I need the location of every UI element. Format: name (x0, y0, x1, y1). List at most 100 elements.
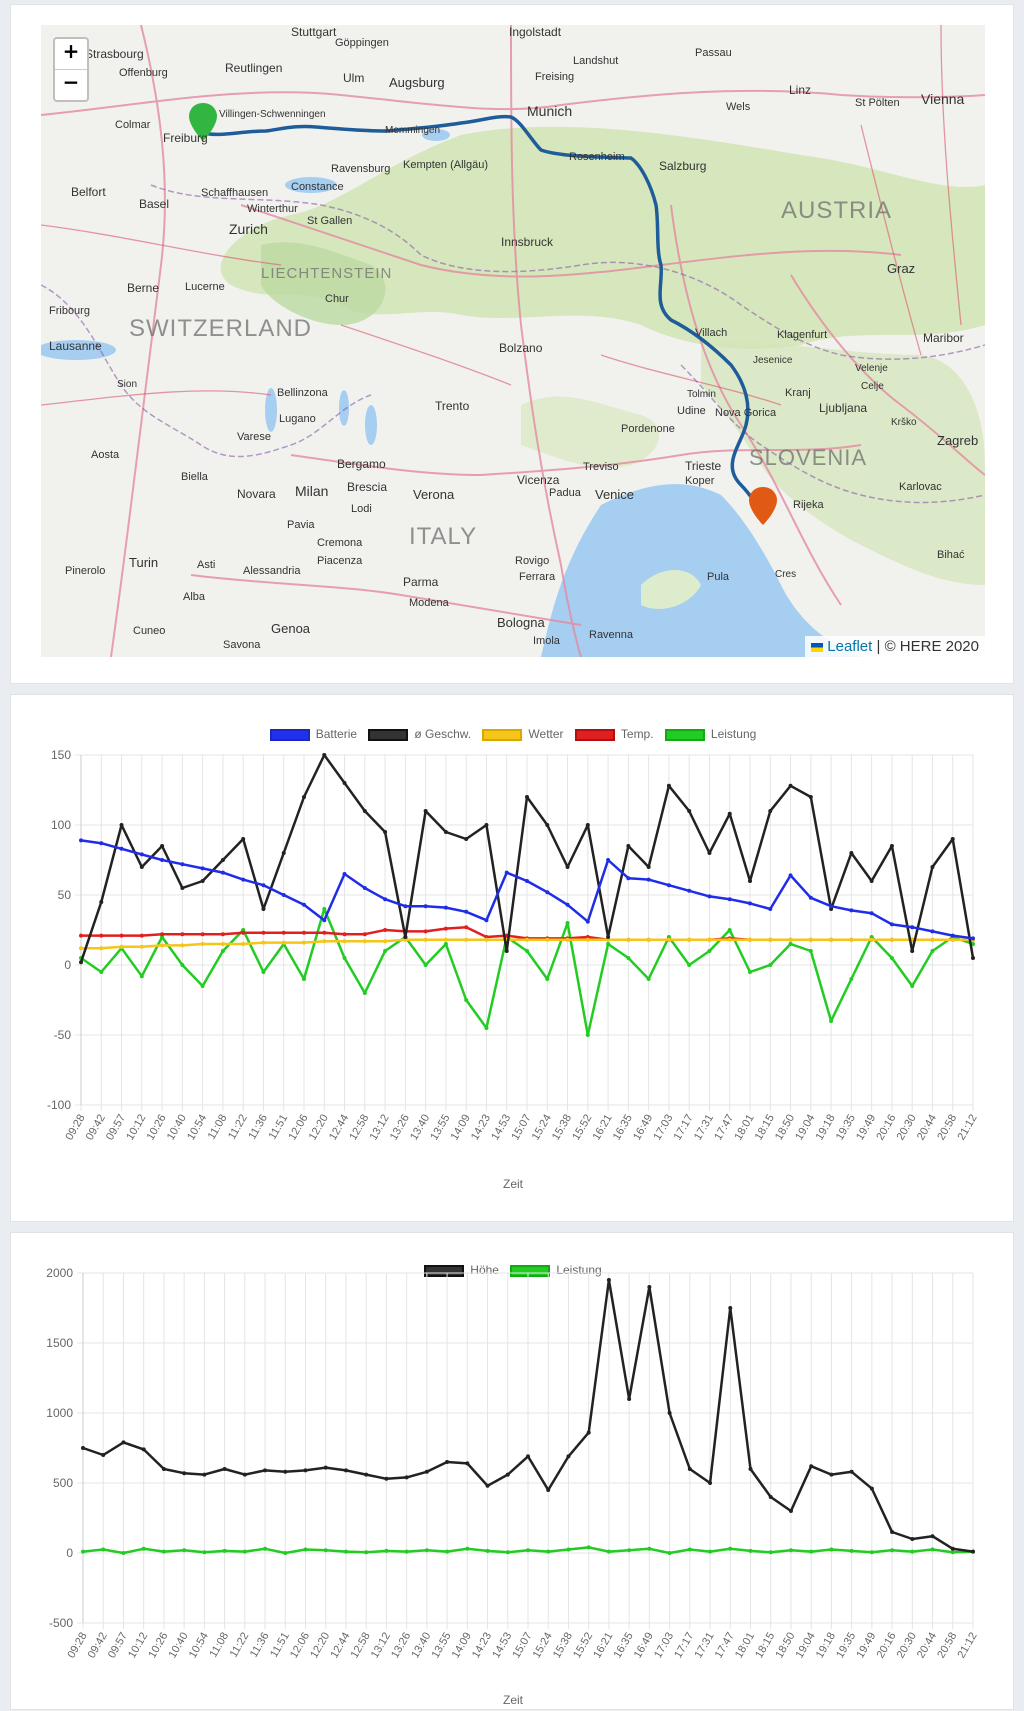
data-point-Wetter (565, 937, 570, 942)
data-point-Batterie (768, 907, 773, 911)
x-tick-label: 11:36 (248, 1631, 272, 1660)
legend-item-leistung[interactable]: Leistung (664, 727, 756, 741)
data-point-Leistung (768, 963, 773, 967)
data-point-Batterie (99, 841, 104, 846)
legend-item-temp[interactable]: Temp. (574, 727, 654, 741)
data-point-Leistung (930, 1547, 935, 1552)
data-point-Wetter (585, 937, 590, 942)
data-point-Höhe (263, 1468, 268, 1473)
data-point-Batterie (504, 870, 509, 875)
data-point-Leistung (889, 956, 894, 960)
data-point-Batterie (139, 852, 144, 857)
zoom-out-button[interactable]: − (62, 70, 80, 94)
x-tick-label: 16:49 (632, 1631, 656, 1661)
data-point-ø Geschw. (585, 823, 590, 827)
data-point-ø Geschw. (829, 907, 834, 911)
data-point-ø Geschw. (160, 844, 165, 848)
data-point-Wetter (302, 940, 306, 945)
zoom-in-button[interactable]: + (55, 39, 87, 70)
data-point-Batterie (788, 873, 793, 878)
data-point-Temp. (180, 932, 185, 937)
city-label: Graz (887, 261, 916, 276)
city-label: Venice (595, 487, 635, 502)
x-tick-label: 11:08 (207, 1631, 231, 1660)
data-point-Leistung (606, 942, 611, 946)
x-tick-label: 15:07 (509, 1113, 533, 1143)
data-point-Leistung (180, 963, 185, 967)
data-point-Leistung (647, 1546, 652, 1551)
data-point-Leistung (242, 1549, 247, 1554)
city-label: Vienna (921, 91, 965, 107)
data-point-Batterie (545, 890, 550, 895)
data-point-Leistung (283, 1551, 288, 1555)
data-point-Höhe (708, 1481, 713, 1485)
data-point-Leistung (445, 1549, 450, 1554)
data-point-Leistung (809, 1549, 814, 1554)
start-marker-icon (189, 103, 217, 141)
data-point-ø Geschw. (849, 851, 854, 855)
data-point-ø Geschw. (971, 956, 975, 960)
data-point-Wetter (180, 943, 185, 948)
data-point-Leistung (869, 1550, 874, 1555)
data-point-Leistung (566, 1547, 571, 1552)
route-map[interactable]: SWITZERLAND AUSTRIA ITALY SLOVENIA LIECH… (41, 25, 985, 657)
city-label: Tolmin (687, 389, 716, 400)
data-point-Wetter (808, 937, 813, 942)
data-point-Temp. (443, 926, 448, 931)
city-label: Padua (549, 487, 581, 499)
data-point-Leistung (404, 1549, 409, 1554)
data-point-Wetter (889, 937, 894, 942)
x-tick-label: 13:40 (408, 1113, 432, 1143)
x-tick-label: 16:21 (591, 1631, 615, 1661)
data-point-Leistung (808, 949, 813, 953)
leaflet-link[interactable]: Leaflet (827, 638, 873, 655)
data-point-Höhe (627, 1397, 632, 1401)
data-point-Wetter (119, 944, 124, 949)
data-point-ø Geschw. (504, 949, 509, 953)
data-point-Leistung (606, 1549, 611, 1554)
x-tick-label: 09:42 (84, 1113, 108, 1143)
city-label: Treviso (583, 461, 619, 473)
data-point-Wetter (362, 939, 367, 944)
map-terrain (41, 25, 985, 657)
x-tick-label: 14:23 (469, 1113, 493, 1143)
x-tick-label: 13:26 (388, 1113, 412, 1143)
data-point-Höhe (869, 1486, 874, 1491)
data-point-ø Geschw. (281, 851, 286, 855)
x-tick-label: 10:54 (185, 1113, 209, 1143)
city-label: Freising (535, 71, 575, 83)
data-point-Höhe (81, 1446, 85, 1450)
data-point-Leistung (788, 942, 793, 946)
data-point-Leistung (362, 991, 367, 995)
legend-item-geschw[interactable]: ø Geschw. (368, 727, 471, 741)
city-label: Rosenheim (569, 151, 625, 163)
data-point-Leistung (383, 949, 388, 953)
city-label: Lucerne (185, 281, 225, 293)
data-point-Wetter (748, 937, 752, 942)
data-point-ø Geschw. (788, 783, 793, 788)
data-point-Leistung (160, 935, 165, 939)
city-label: Turin (129, 555, 159, 570)
data-point-Batterie (302, 902, 306, 907)
city-label: Schaffhausen (201, 187, 269, 199)
data-point-Leistung (788, 1548, 793, 1553)
data-point-Temp. (322, 930, 327, 935)
legend-item-batterie[interactable]: Batterie (269, 727, 357, 741)
x-tick-label: 12:06 (286, 1113, 310, 1143)
data-point-Batterie (666, 883, 671, 888)
city-label: Bolzano (499, 341, 543, 355)
data-point-ø Geschw. (646, 865, 651, 869)
x-tick-label: 12:20 (307, 1113, 331, 1143)
data-point-Wetter (383, 939, 388, 944)
data-point-Temp. (585, 935, 590, 939)
data-point-Leistung (424, 1548, 429, 1553)
data-point-ø Geschw. (342, 781, 347, 785)
y-tick-label: 50 (58, 888, 72, 902)
data-point-Wetter (403, 937, 408, 942)
data-point-Leistung (384, 1548, 389, 1553)
data-point-Batterie (748, 901, 752, 906)
data-point-Batterie (443, 905, 448, 910)
legend-item-wetter[interactable]: Wetter (482, 727, 564, 741)
data-point-ø Geschw. (707, 851, 712, 855)
chart2-plot: 09:2809:4209:5710:1210:2610:4010:5411:08… (46, 1266, 979, 1661)
